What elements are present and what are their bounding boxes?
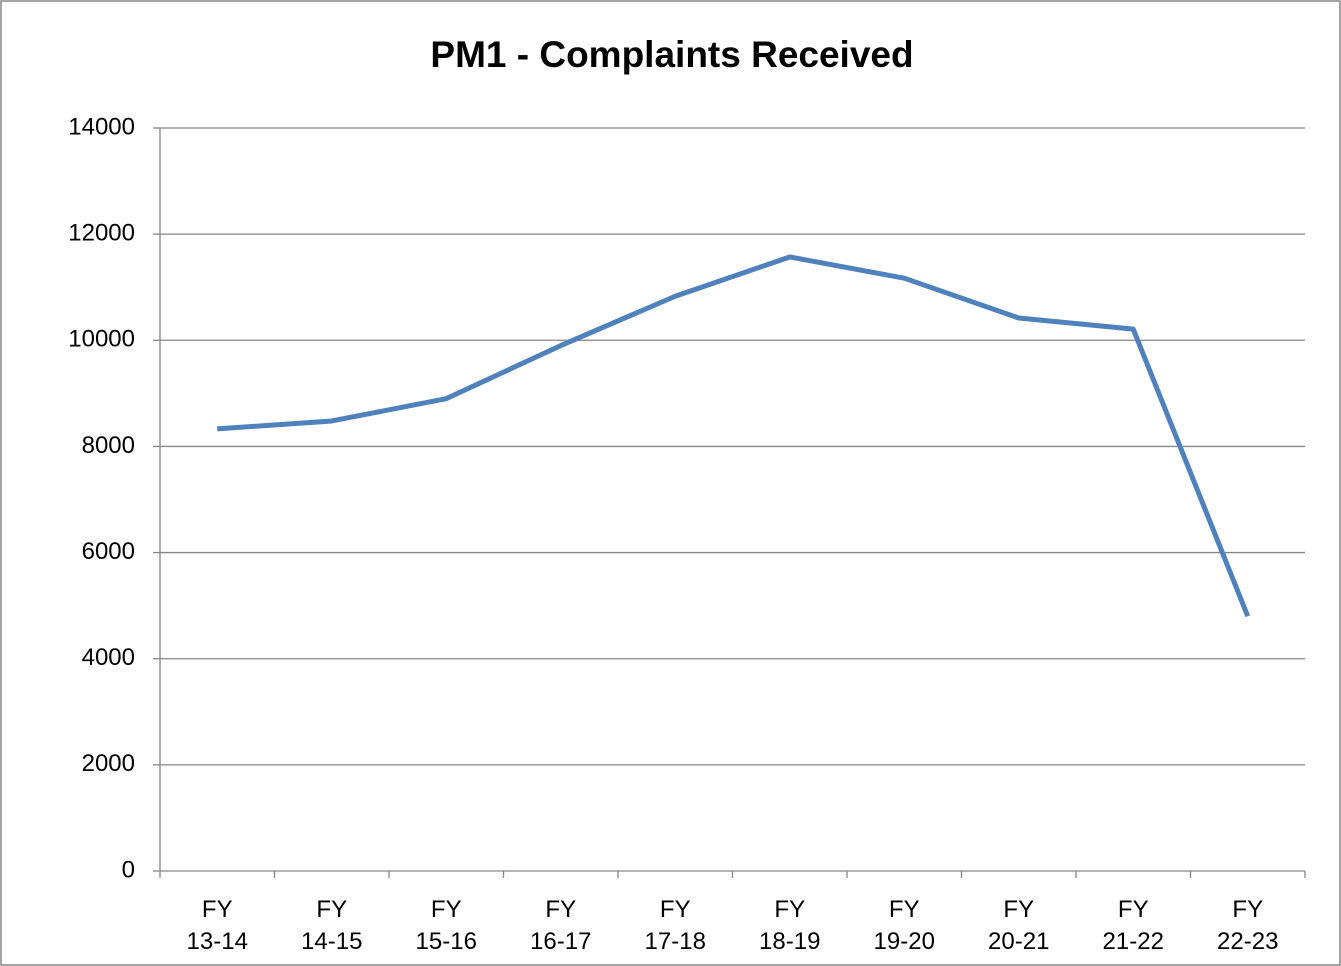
x-tick-label: FY 17-18: [645, 896, 706, 955]
chart-title: PM1 - Complaints Received: [430, 34, 913, 75]
x-tick-label: FY 14-15: [301, 896, 362, 955]
y-tick-label: 0: [122, 856, 135, 883]
y-tick-label: 6000: [82, 538, 135, 565]
y-tick-label: 4000: [82, 644, 135, 671]
y-tick-label: 10000: [68, 326, 135, 353]
y-tick-label: 8000: [82, 432, 135, 459]
x-tick-label: FY 21-22: [1103, 896, 1164, 955]
x-tick-label: FY 19-20: [874, 896, 935, 955]
x-tick-label: FY 18-19: [759, 896, 820, 955]
x-tick-label: FY 22-23: [1217, 896, 1278, 955]
y-tick-label: 14000: [68, 113, 135, 140]
data-line: [217, 254, 1251, 618]
x-tick-label: FY 15-16: [416, 896, 477, 955]
y-tick-label: 2000: [82, 750, 135, 777]
x-tick-label: FY 13-14: [187, 896, 248, 955]
x-tick-label: FY 16-17: [530, 896, 591, 955]
x-tick-label: FY 20-21: [988, 896, 1049, 955]
y-tick-label: 12000: [68, 219, 135, 246]
